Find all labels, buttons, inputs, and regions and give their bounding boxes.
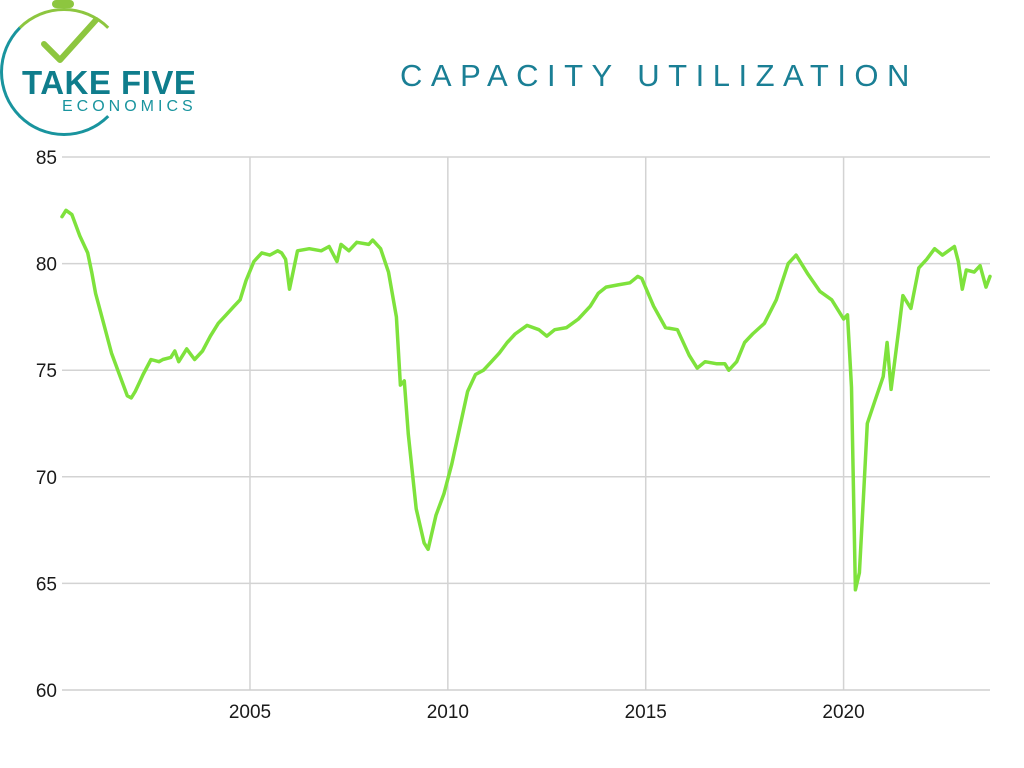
- series-line: [60, 208, 992, 592]
- stopwatch-ring-icon: [0, 8, 128, 136]
- y-tick-label: 80: [36, 255, 57, 276]
- tick-labels: 60 65 70 75 80 85 2005 2010 2015 2020: [36, 148, 865, 723]
- y-tick-label: 65: [36, 574, 57, 595]
- y-tick-label: 85: [36, 148, 57, 169]
- y-tick-label: 75: [36, 361, 57, 382]
- capacity-utilization-chart: 60 65 70 75 80 85 2005 2010 2015 2020: [36, 148, 992, 723]
- stopwatch-knob-icon: [52, 0, 74, 8]
- checkmark-icon: [41, 17, 99, 63]
- brand-logo: TAKE FIVE ECONOMICS: [0, 0, 250, 140]
- logo-main-text: TAKE FIVE: [22, 64, 197, 101]
- y-tick-label: 70: [36, 468, 57, 489]
- series-layer: [60, 208, 992, 592]
- x-tick-label: 2010: [427, 702, 469, 723]
- x-tick-label: 2015: [625, 702, 667, 723]
- grid-lines: [62, 156, 990, 690]
- y-tick-label: 60: [36, 681, 57, 702]
- logo-sub-text: ECONOMICS: [62, 98, 197, 115]
- page-title: CAPACITY UTILIZATION: [400, 58, 918, 93]
- x-tick-label: 2005: [229, 702, 271, 723]
- x-tick-label: 2020: [822, 702, 864, 723]
